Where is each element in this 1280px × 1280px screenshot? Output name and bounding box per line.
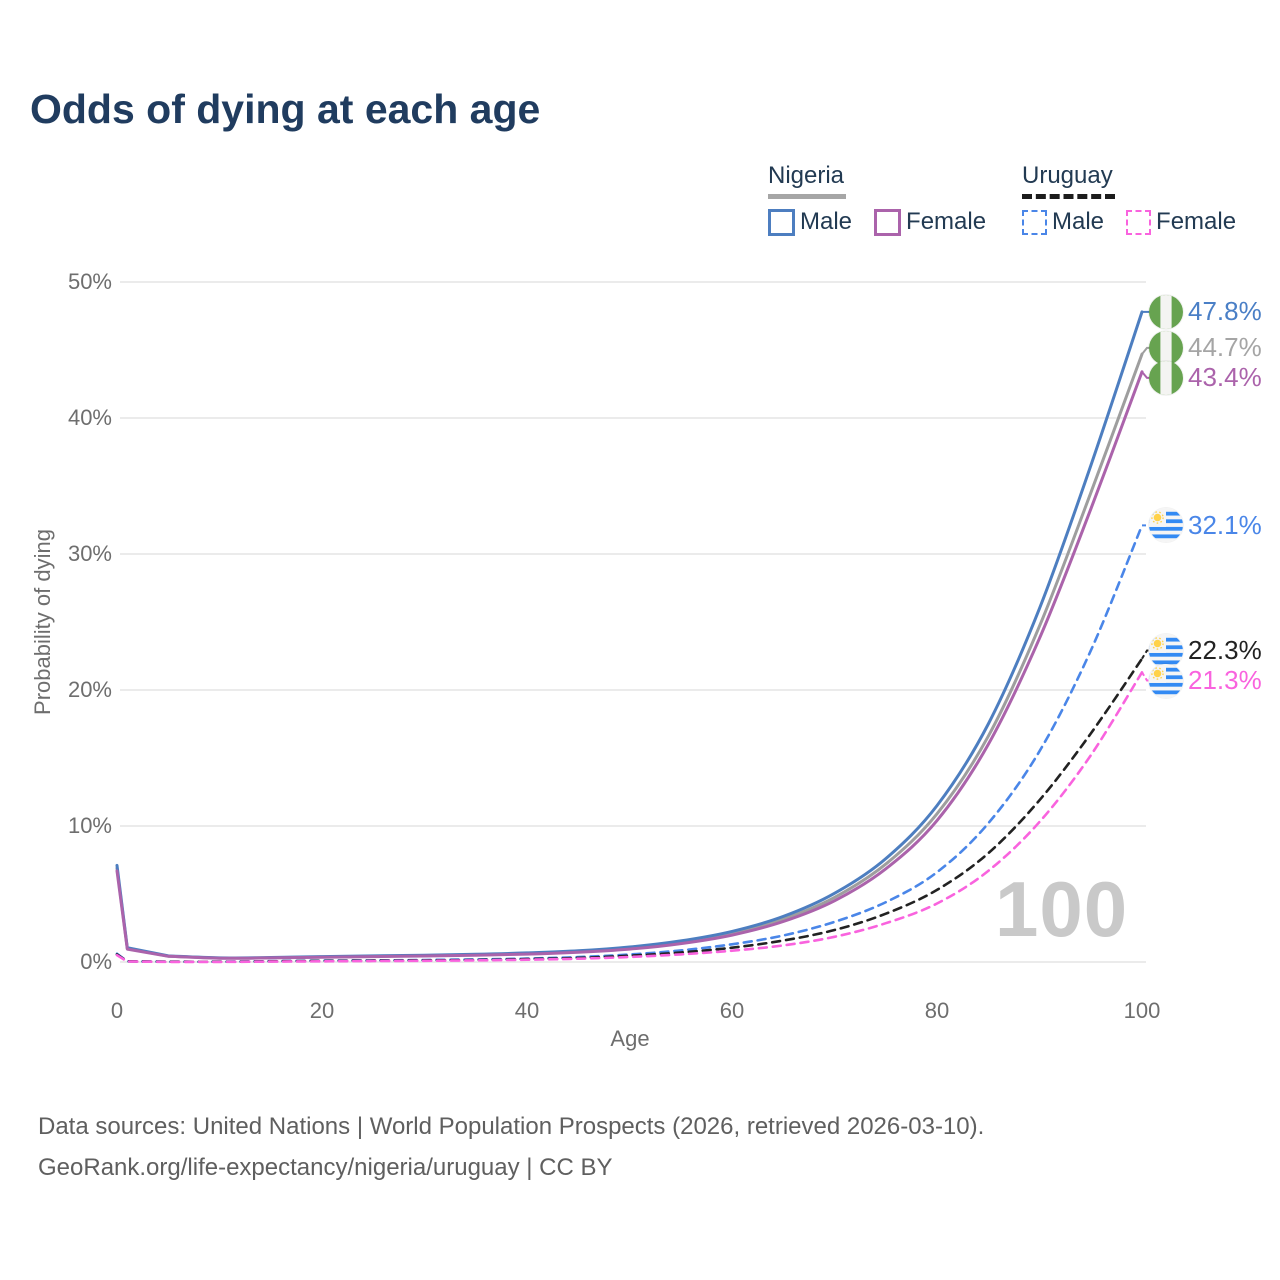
end-value: 43.4% [1188,362,1262,393]
legend-item-nigeria-female[interactable]: Female [874,208,986,236]
series-line-nigeria-both [115,352,1144,960]
end-value: 21.3% [1188,665,1262,696]
end-label-nigeria-both: 44.7% [1149,330,1262,365]
legend-group-nigeria: Nigeria Male Female [768,162,986,236]
y-tick-10%: 10% [67,813,112,838]
series-line-uruguay-female [115,671,1144,964]
y-tick-50%: 50% [67,269,112,294]
age-counter-watermark: 100 [995,865,1129,953]
legend-swatch [874,208,902,236]
nigeria-flag-icon [1149,360,1183,395]
legend-swatch [1126,209,1152,235]
y-tick-0%: 0% [80,949,112,974]
y-tick-40%: 40% [67,405,112,430]
legend-item-nigeria-male[interactable]: Male [768,208,852,236]
legend-country-uruguay[interactable]: Uruguay [1022,162,1115,199]
legend-swatch [1022,209,1047,235]
end-value: 32.1% [1188,509,1262,540]
x-tick-0: 0 [110,998,124,1023]
uruguay-flag-icon [1149,663,1183,698]
x-tick-80: 80 [924,998,950,1023]
data-sources-line: Data sources: United Nations | World Pop… [38,1113,985,1140]
end-label-uruguay-both: 22.3% [1149,633,1262,668]
uruguay-flag-icon [1149,508,1183,543]
y-tick-30%: 30% [67,541,112,566]
x-tick-60: 60 [719,998,745,1023]
x-tick-20: 20 [309,998,335,1023]
series-line-uruguay-male [115,524,1144,964]
x-axis-title: Age [610,1026,650,1051]
page-title: Odds of dying at each age [30,86,541,132]
footer: Data sources: United Nations | World Pop… [38,1106,984,1188]
series-line-nigeria-female [115,370,1144,960]
end-value: 22.3% [1188,635,1262,666]
legend-item-uruguay-male[interactable]: Male [1022,208,1104,236]
y-tick-20%: 20% [67,677,112,702]
legend-swatch [768,208,795,236]
legend-group-uruguay: Uruguay Male Female [1022,162,1236,236]
attribution-line: GeoRank.org/life-expectancy/nigeria/urug… [38,1154,613,1181]
legend-item-uruguay-female[interactable]: Female [1126,208,1236,236]
end-label-nigeria-male: 47.8% [1149,294,1262,329]
x-tick-40: 40 [514,998,540,1023]
end-value: 47.8% [1188,296,1262,327]
series-line-nigeria-male [115,310,1144,960]
end-value: 44.7% [1188,332,1262,363]
legend-country-nigeria[interactable]: Nigeria [768,162,847,199]
end-label-uruguay-male: 32.1% [1149,508,1262,543]
uruguay-flag-icon [1149,633,1183,668]
nigeria-flag-icon [1149,330,1183,365]
series-line-uruguay-both [115,657,1144,964]
end-label-uruguay-female: 21.3% [1149,663,1262,698]
end-label-nigeria-female: 43.4% [1149,360,1262,395]
x-tick-100: 100 [1123,998,1161,1023]
nigeria-flag-icon [1149,294,1183,329]
